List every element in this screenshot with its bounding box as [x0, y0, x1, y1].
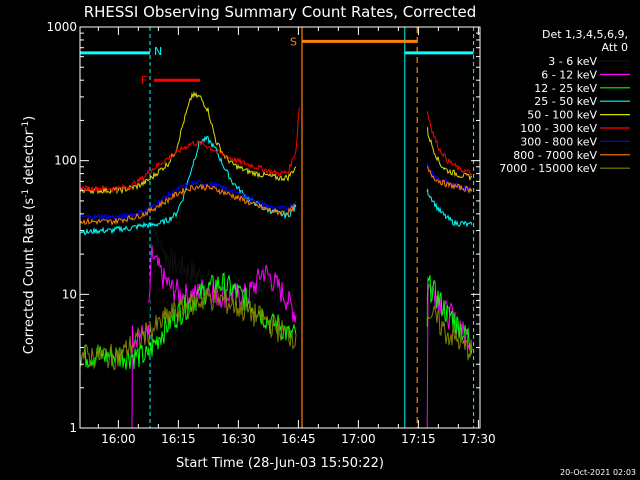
flare-label: F	[141, 74, 147, 87]
x-tick-label: 17:00	[341, 432, 376, 446]
plot-area: N F S	[80, 27, 475, 428]
x-tick-label: 17:15	[401, 432, 436, 446]
y-axis-label-main: Corrected Count Rate (s	[22, 198, 37, 355]
timestamp: 20-Oct-2021 02:03	[560, 468, 636, 477]
series-line-3	[426, 188, 473, 228]
x-tick-label: 16:30	[221, 432, 256, 446]
plot-clip-group	[80, 27, 475, 428]
y-tick-label: 1000	[46, 20, 77, 34]
series-line-7	[426, 165, 473, 195]
chart-title: RHESSI Observing Summary Count Rates, Co…	[84, 3, 477, 21]
saa-label: S	[290, 35, 297, 48]
y-axis-label-sup1: -1	[21, 189, 31, 198]
series-line-8	[426, 296, 473, 361]
axes: 16:00 16:15 16:30 16:45 17:00 17:15 17:30 1 10 10…	[46, 20, 495, 446]
legend-label-7: 800 - 7000 keV	[513, 149, 597, 162]
y-axis-label-sup2: -1	[21, 121, 31, 130]
legend-label-1: 6 - 12 keV	[541, 68, 597, 81]
legend-label-0: 3 - 6 keV	[548, 55, 597, 68]
y-tick-label: 10	[62, 287, 77, 301]
series-line-8	[80, 287, 297, 371]
y-tick-label: 1	[69, 421, 77, 435]
x-tick-label: 16:15	[161, 432, 196, 446]
x-tick-label: 16:00	[101, 432, 136, 446]
series-line-6	[80, 179, 297, 222]
plot-frame	[79, 26, 481, 429]
y-axis-label-mid: detector	[22, 129, 37, 189]
series-line-4	[80, 90, 297, 195]
legend-label-2: 12 - 25 keV	[534, 82, 597, 95]
x-axis-label: Start Time (28-Jun-03 15:50:22)	[176, 456, 384, 471]
x-tick-label: 17:30	[461, 432, 496, 446]
legend-header-detectors: Det 1,3,4,5,6,9,	[542, 28, 628, 41]
legend-label-5: 100 - 300 keV	[520, 122, 597, 135]
legend-label-3: 25 - 50 keV	[534, 95, 597, 108]
series-line-2	[426, 275, 473, 355]
legend-header-attenuator: Att 0	[602, 41, 628, 54]
night-label: N	[154, 45, 162, 58]
series-line-2	[147, 272, 297, 357]
series-line-7	[80, 183, 297, 227]
series-line-1	[131, 324, 150, 428]
y-axis-label-end: )	[22, 116, 37, 121]
series-line-5	[80, 107, 300, 193]
y-tick-label: 100	[54, 154, 77, 168]
series-line-5	[426, 111, 473, 177]
series-line-3	[80, 135, 297, 236]
x-tick-label: 16:45	[281, 432, 316, 446]
legend-label-6: 300 - 800 keV	[520, 135, 597, 148]
legend-label-8: 7000 - 15000 keV	[499, 162, 597, 175]
legend-label-4: 50 - 100 keV	[527, 109, 597, 122]
y-axis-label: Corrected Count Rate (s-1 detector-1)	[21, 116, 37, 354]
